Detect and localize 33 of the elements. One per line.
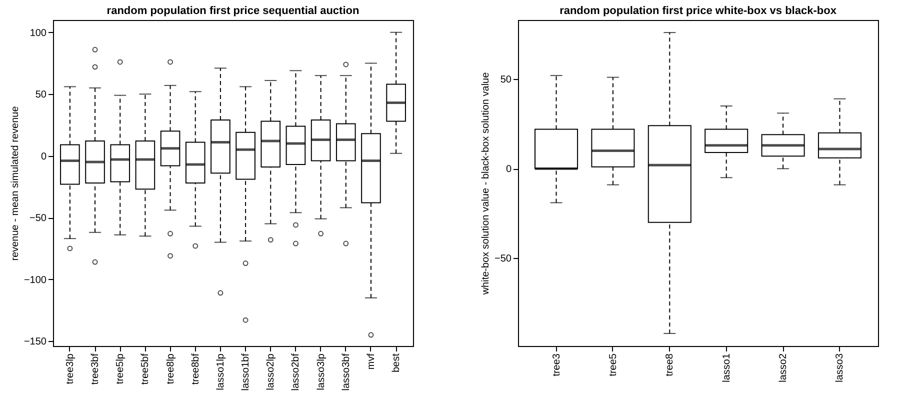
- x-tick-label: lasso1: [721, 353, 732, 382]
- x-tick-label: tree3bf: [90, 353, 102, 385]
- y-tick-label: 50: [500, 74, 512, 86]
- x-tick-label: tree5lp: [115, 353, 126, 384]
- y-tick-label: 50: [35, 90, 47, 101]
- x-tick-label: lasso3lp: [316, 353, 327, 390]
- x-tick-label: tree5: [608, 353, 619, 376]
- x-tick-label: tree3lp: [64, 353, 76, 384]
- x-tick-label: lasso3: [834, 353, 846, 382]
- chart-title: random population first price white-box vs black-box: [560, 5, 838, 17]
- x-tick-label: best: [391, 353, 402, 372]
- y-tick-label: −50: [494, 254, 512, 265]
- y-axis-title: revenue - mean simulated revenue: [10, 106, 21, 261]
- x-tick-label: tree3: [551, 353, 562, 376]
- x-tick-label: lasso3bf: [340, 353, 352, 391]
- chart-title: random population first price sequential auction: [106, 5, 360, 17]
- x-tick-label: lasso2: [778, 353, 790, 382]
- x-tick-label: tree8bf: [190, 353, 202, 385]
- y-tick-label: −150: [24, 336, 47, 348]
- x-tick-label: lasso1bf: [240, 353, 252, 391]
- x-tick-label: tree5bf: [140, 353, 152, 385]
- x-tick-label: lasso2bf: [290, 353, 302, 391]
- x-tick-label: tree8lp: [165, 353, 176, 384]
- y-tick-label: 0: [506, 164, 512, 176]
- x-tick-label: lasso2lp: [266, 353, 277, 390]
- x-tick-label: lasso1lp: [215, 353, 226, 390]
- y-axis-title: white-box solution value - black-box solution value: [480, 72, 492, 296]
- y-tick-label: 0: [40, 151, 47, 162]
- x-tick-label: mvf: [366, 353, 377, 370]
- y-tick-label: 100: [30, 28, 47, 39]
- x-tick-label: tree8: [664, 353, 676, 376]
- y-tick-label: −50: [30, 213, 47, 224]
- y-tick-label: −100: [24, 274, 47, 286]
